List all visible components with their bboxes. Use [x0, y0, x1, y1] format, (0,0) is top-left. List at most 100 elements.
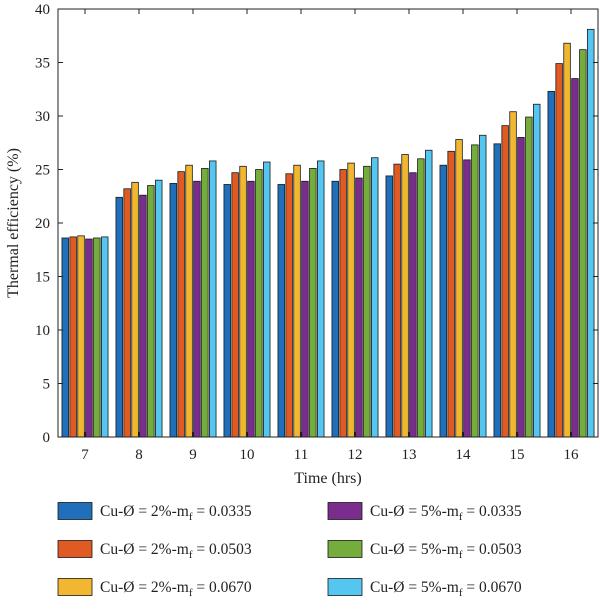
plot-frame — [57, 8, 599, 438]
legend-label: Cu-Ø = 5%-mf = 0.0670 — [370, 579, 522, 599]
bar — [363, 165, 371, 438]
y-tick-label: 25 — [35, 163, 50, 179]
x-axis-label: Time (hrs) — [294, 470, 361, 487]
legend-swatch — [327, 578, 363, 596]
y-tick-label: 30 — [35, 109, 50, 125]
bar — [93, 237, 101, 438]
bar — [247, 180, 255, 438]
bar — [177, 171, 185, 438]
y-tick-label: 40 — [35, 2, 50, 18]
bar — [555, 63, 563, 438]
bar — [301, 180, 309, 438]
x-tick-label: 9 — [189, 447, 197, 463]
bar — [439, 164, 447, 438]
bar — [139, 194, 147, 438]
bar — [115, 196, 123, 438]
bar — [417, 158, 425, 438]
legend-swatch — [57, 502, 93, 520]
bar — [385, 175, 393, 438]
bar — [69, 236, 77, 438]
bar — [501, 125, 509, 438]
legend-label: Cu-Ø = 5%-mf = 0.0503 — [370, 541, 522, 561]
y-axis-label: Thermal efficiency (%) — [5, 148, 22, 298]
bar — [309, 168, 317, 438]
x-tick-label: 15 — [510, 447, 525, 463]
bar — [579, 49, 587, 438]
bar — [293, 164, 301, 438]
bar — [339, 169, 347, 438]
bar — [277, 184, 285, 438]
bar — [571, 78, 579, 438]
legend-label: Cu-Ø = 2%-mf = 0.0503 — [100, 541, 252, 561]
bar — [101, 236, 109, 438]
bar — [185, 164, 193, 438]
y-axis-ticks: 0 5 10 15 20 25 30 35 40 — [35, 2, 598, 446]
bar — [155, 179, 163, 438]
x-tick-label: 12 — [348, 447, 363, 463]
x-axis-ticks: 7 8 9 10 11 12 13 14 15 16 — [81, 9, 579, 463]
bar — [61, 237, 69, 438]
bar — [347, 162, 355, 438]
legend-item: Cu-Ø = 2%-mf = 0.0335 — [57, 502, 252, 523]
bar — [285, 173, 293, 438]
x-tick-label: 16 — [564, 447, 580, 463]
legend-item: Cu-Ø = 5%-mf = 0.0335 — [327, 502, 522, 523]
legend-label: Cu-Ø = 5%-mf = 0.0335 — [370, 503, 522, 523]
legend-swatch — [57, 578, 93, 596]
bar — [463, 159, 471, 438]
legend-item: Cu-Ø = 2%-mf = 0.0670 — [57, 578, 252, 599]
bar — [587, 28, 595, 438]
bar — [147, 185, 155, 438]
x-tick-label: 13 — [402, 447, 417, 463]
legend: Cu-Ø = 2%-mf = 0.0335 Cu-Ø = 2%-mf = 0.05… — [57, 502, 522, 599]
legend-item: Cu-Ø = 5%-mf = 0.0670 — [327, 578, 522, 599]
bar — [231, 172, 239, 438]
bar — [239, 165, 247, 438]
bar — [401, 154, 409, 438]
bar — [525, 116, 533, 438]
x-tick-label: 7 — [81, 447, 89, 463]
bar — [317, 160, 325, 438]
y-tick-label: 0 — [43, 430, 51, 446]
bar — [223, 184, 231, 438]
bar — [471, 144, 479, 438]
bar — [447, 150, 455, 438]
bar — [409, 172, 417, 438]
legend-swatch — [57, 540, 93, 558]
bar — [255, 169, 263, 438]
bar — [547, 90, 555, 438]
bar — [201, 168, 209, 438]
bar — [563, 42, 571, 438]
y-tick-label: 10 — [35, 323, 50, 339]
bar — [169, 183, 177, 438]
bar — [77, 235, 85, 438]
bar — [425, 149, 433, 438]
y-tick-label: 20 — [35, 216, 50, 232]
bar — [493, 143, 501, 438]
legend-label: Cu-Ø = 2%-mf = 0.0670 — [100, 579, 252, 599]
y-tick-label: 35 — [35, 56, 50, 72]
bar — [131, 181, 139, 438]
bar — [263, 161, 271, 438]
bar — [455, 139, 463, 438]
legend-item: Cu-Ø = 5%-mf = 0.0503 — [327, 540, 522, 561]
bar — [123, 188, 131, 438]
bars-group — [61, 28, 595, 438]
x-tick-label: 8 — [135, 447, 143, 463]
bar — [479, 134, 487, 438]
bar — [331, 180, 339, 438]
y-tick-label: 15 — [35, 270, 50, 286]
bar — [193, 180, 201, 438]
legend-swatch — [327, 540, 363, 558]
x-tick-label: 11 — [294, 447, 308, 463]
bar — [371, 157, 379, 438]
bar — [533, 103, 541, 438]
legend-swatch — [327, 502, 363, 520]
bar — [509, 111, 517, 438]
bar — [393, 163, 401, 438]
legend-label: Cu-Ø = 2%-mf = 0.0335 — [100, 503, 252, 523]
bar — [517, 136, 525, 438]
bar — [355, 177, 363, 438]
y-tick-label: 5 — [43, 377, 51, 393]
